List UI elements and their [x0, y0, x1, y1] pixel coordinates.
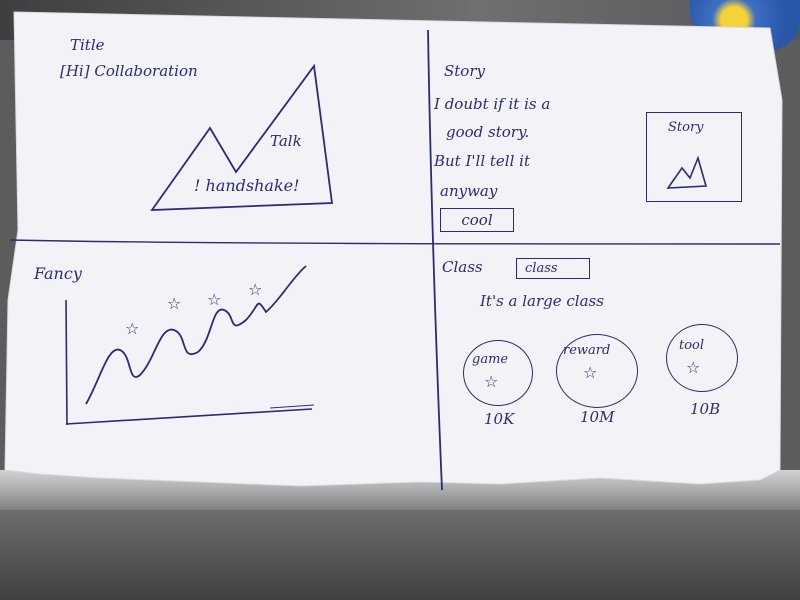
class-button[interactable]: class: [516, 258, 590, 279]
card-reward-value: 10M: [580, 408, 615, 426]
card-game-value: 10K: [484, 410, 515, 428]
cool-button[interactable]: cool: [440, 208, 514, 232]
story-line-1: I doubt if it is a: [434, 95, 551, 113]
star-icon: ☆: [167, 294, 182, 313]
card-tool-label: tool: [679, 338, 705, 353]
story-heading: Story: [444, 62, 485, 80]
collaboration-label: [Hi] Collaboration: [60, 62, 198, 80]
talk-label: Talk: [270, 132, 302, 150]
star-icon: ☆: [125, 319, 140, 338]
fancy-label: Fancy: [34, 264, 82, 283]
story-line-2: good story.: [446, 123, 530, 141]
star-icon: ☆: [207, 290, 222, 309]
card-tool-value: 10B: [690, 400, 721, 418]
card-reward[interactable]: [556, 334, 638, 408]
star-icon: ☆: [248, 280, 263, 299]
story-image-caption: Story: [668, 120, 704, 135]
large-class-text: It's a large class: [480, 292, 604, 310]
card-reward-label: reward: [563, 343, 611, 358]
card-game-label: game: [472, 352, 509, 367]
card-tool[interactable]: [666, 324, 738, 392]
handshake-label: ! handshake!: [194, 176, 300, 195]
story-line-4: anyway: [440, 182, 498, 200]
star-icon: ☆: [686, 358, 701, 377]
star-icon: ☆: [484, 372, 499, 391]
story-line-3: But I'll tell it: [434, 152, 530, 170]
title-label: Title: [70, 36, 105, 54]
story-image: [646, 112, 742, 202]
star-icon: ☆: [583, 363, 598, 382]
class-label: Class: [442, 258, 483, 276]
card-game[interactable]: [463, 340, 533, 406]
